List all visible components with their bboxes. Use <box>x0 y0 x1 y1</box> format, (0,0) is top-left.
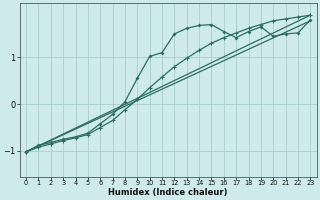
X-axis label: Humidex (Indice chaleur): Humidex (Indice chaleur) <box>108 188 228 197</box>
